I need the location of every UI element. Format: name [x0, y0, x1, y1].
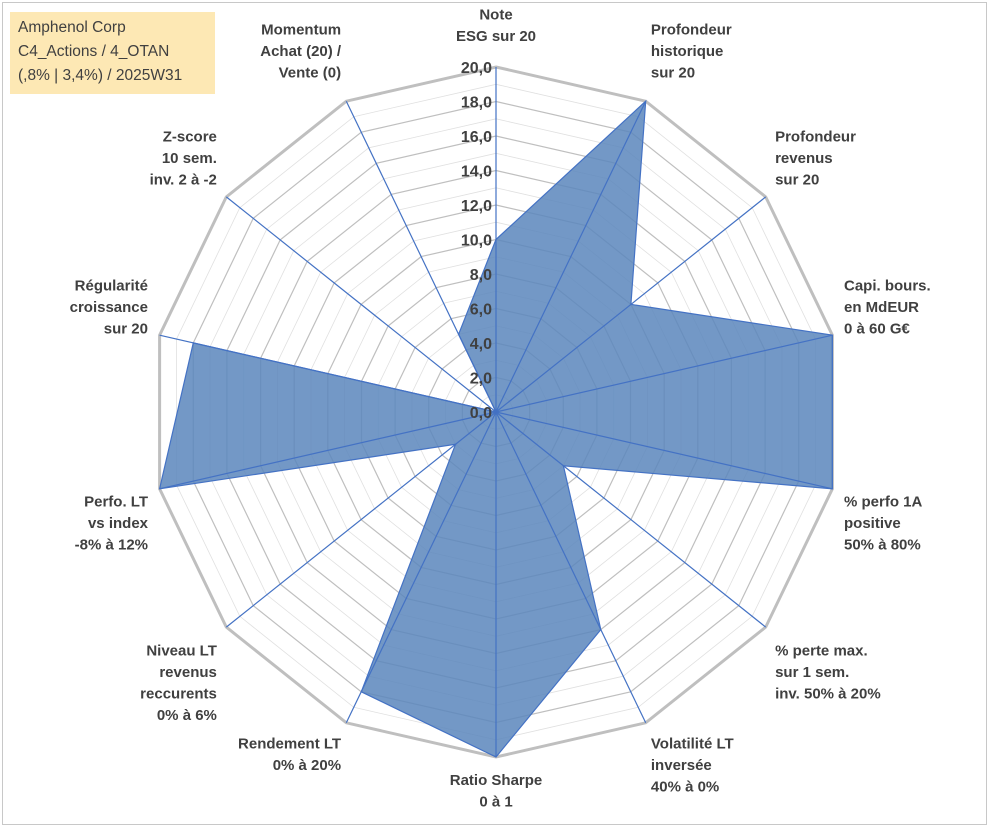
- axis-label-line: % perte max.: [775, 642, 868, 659]
- axis-label: Ratio Sharpe 0 à 1: [450, 772, 543, 811]
- axis-spoke: [495, 100, 647, 413]
- axis-label-line: en MdEUR: [844, 299, 919, 316]
- axis-label-line: Profondeur: [651, 22, 732, 39]
- axis-label-line: Capi. bours.: [844, 277, 931, 294]
- axis-spoke: [225, 411, 497, 628]
- axis-label-line: ESG sur 20: [456, 28, 536, 45]
- axis-label: Rendement LT 0% à 20%: [238, 735, 341, 774]
- tick-label: 10,0: [461, 233, 492, 250]
- axis-label-line: revenus: [775, 150, 833, 167]
- axis-label-line: Z-score: [163, 129, 217, 146]
- axis-label-line: 0% à 20%: [273, 757, 341, 774]
- axis-label: Perfo. LT vs index -8% à 12%: [75, 494, 149, 554]
- portfolio-category: C4_Actions / 4_OTAN: [18, 43, 170, 60]
- data-point: [495, 756, 498, 759]
- axis-label-line: inversée: [651, 757, 712, 774]
- axis-label-line: Niveau LT: [146, 642, 217, 659]
- axis-label-line: sur 20: [651, 65, 695, 82]
- axis-label: Niveau LT revenus reccurents 0% à 6%: [140, 642, 217, 724]
- data-point: [495, 411, 498, 414]
- axis-label: Note ESG sur 20: [456, 7, 536, 46]
- axis-label-line: Ratio Sharpe: [450, 772, 543, 789]
- data-point: [360, 690, 363, 693]
- axis-label-line: 50% à 80%: [844, 537, 921, 554]
- chart-title-box: Amphenol Corp C4_Actions / 4_OTAN (,8% |…: [10, 12, 215, 94]
- axis-label-line: positive: [844, 515, 901, 532]
- axis-label: Profondeur revenus sur 20: [775, 129, 856, 189]
- axis-label-line: Vente (0): [279, 65, 342, 82]
- axis-spokes: [159, 67, 833, 757]
- axis-label: % perfo 1A positive 50% à 80%: [844, 494, 923, 554]
- axis-label: Régularité croissance sur 20: [70, 277, 148, 337]
- axis-label-line: croissance: [70, 299, 148, 316]
- axis-label-line: Régularité: [75, 277, 148, 294]
- axis-label-line: Momentum: [261, 22, 341, 39]
- data-point: [158, 487, 161, 490]
- tick-label: 2,0: [470, 371, 492, 388]
- tick-label: 16,0: [461, 129, 492, 146]
- tick-label: 8,0: [470, 267, 492, 284]
- data-point: [831, 487, 834, 490]
- axis-label-line: sur 1 sem.: [775, 664, 849, 681]
- axis-label-line: Profondeur: [775, 129, 856, 146]
- axis-label: Capi. bours. en MdEUR 0 à 60 G€: [844, 277, 931, 337]
- axis-label-line: 0 à 1: [479, 794, 512, 811]
- axis-label-line: revenus: [159, 664, 217, 681]
- axis-label-line: historique: [651, 43, 724, 60]
- data-point: [495, 238, 498, 241]
- tick-label: 0,0: [470, 405, 492, 422]
- axis-spoke: [159, 334, 497, 413]
- axis-label-line: -8% à 12%: [75, 537, 148, 554]
- axis-label-line: Volatilité LT: [651, 735, 734, 752]
- tick-label: 18,0: [461, 95, 492, 112]
- axis-label: % perte max. sur 1 sem. inv. 50% à 20%: [775, 642, 881, 702]
- axis-spoke: [225, 196, 497, 413]
- company-name: Amphenol Corp: [18, 19, 126, 36]
- data-point: [831, 334, 834, 337]
- tick-label: 12,0: [461, 198, 492, 215]
- axis-label-line: sur 20: [775, 172, 819, 189]
- tick-label: 6,0: [470, 302, 492, 319]
- axis-labels: Note ESG sur 20 Profondeur historique sur 20…: [70, 7, 931, 811]
- data-point: [457, 333, 460, 336]
- tick-label: 20,0: [461, 60, 492, 77]
- axis-label-line: 10 sem.: [162, 150, 217, 167]
- axis-spoke: [495, 334, 833, 413]
- axis-label-line: Rendement LT: [238, 735, 341, 752]
- data-point: [454, 443, 457, 446]
- axis-spoke: [345, 411, 497, 724]
- axis-label-line: inv. 2 à -2: [150, 172, 217, 189]
- data-point: [644, 100, 647, 103]
- axis-spoke: [495, 411, 767, 628]
- axis-label: Momentum Achat (20) / Vente (0): [260, 22, 342, 82]
- tick-labels: 0,0 2,0 4,0 6,0 8,0 10,0 12,0 14,0 16,0 18,0 20,0: [461, 60, 492, 422]
- data-point: [192, 341, 195, 344]
- axis-label-line: inv. 50% à 20%: [775, 685, 881, 702]
- axis-label-line: reccurents: [140, 685, 217, 702]
- axis-spoke: [345, 100, 497, 413]
- performance-week: (,8% | 3,4%) / 2025W31: [18, 67, 183, 84]
- axis-spoke: [495, 411, 833, 490]
- data-point: [562, 464, 565, 467]
- axis-label: Volatilité LT inversée 40% à 0%: [651, 735, 734, 795]
- tick-label: 4,0: [470, 336, 492, 353]
- tick-label: 14,0: [461, 164, 492, 181]
- axis-label-line: vs index: [88, 515, 149, 532]
- axis-spoke: [495, 411, 647, 724]
- axis-label-line: 40% à 0%: [651, 778, 719, 795]
- axis-label: Profondeur historique sur 20: [651, 22, 732, 82]
- axis-spoke: [495, 196, 767, 413]
- axis-label-line: 0% à 6%: [157, 707, 217, 724]
- data-point: [599, 628, 602, 631]
- axis-spoke: [159, 411, 497, 490]
- axis-label: Z-score 10 sem. inv. 2 à -2: [150, 129, 217, 189]
- axis-label-line: % perfo 1A: [844, 494, 923, 511]
- axis-label-line: Achat (20) /: [260, 43, 342, 60]
- data-point: [629, 303, 632, 306]
- axis-label-line: Perfo. LT: [84, 494, 148, 511]
- axis-label-line: sur 20: [104, 320, 148, 337]
- axis-label-line: 0 à 60 G€: [844, 320, 911, 337]
- axis-label-line: Note: [479, 7, 512, 24]
